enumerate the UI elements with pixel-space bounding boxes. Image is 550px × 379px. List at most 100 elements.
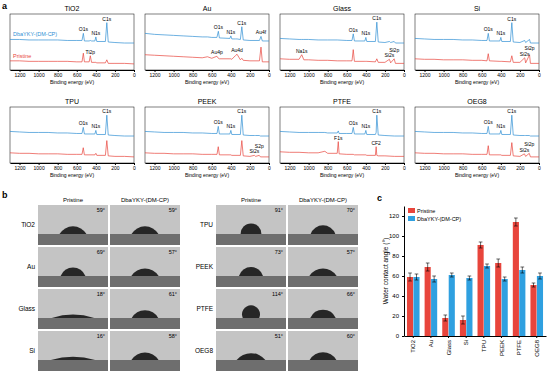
material-label: Si (29, 347, 35, 354)
tick-label: 1200 (284, 72, 295, 78)
tick-label: 400 (227, 72, 236, 78)
tick-label: 100 (389, 233, 400, 239)
spectrum-line (10, 23, 134, 43)
error-bar (520, 267, 524, 273)
tick: 60 (392, 273, 404, 279)
tick: 1000 (439, 163, 450, 171)
error-bar-cap (468, 280, 472, 281)
tick-label: 200 (111, 165, 120, 171)
tick: 120 (389, 213, 404, 219)
tick: 200 (516, 70, 525, 78)
plot-frame (145, 107, 269, 163)
tick-label: 800 (54, 72, 63, 78)
y-axis-title: Water contact angle (°) (382, 238, 390, 304)
peak-label: Si2p (524, 141, 534, 147)
x-axis-title: Binding energy (eV) (50, 79, 95, 85)
tick-label: 120 (389, 213, 400, 219)
x-axis-title: Binding energy (eV) (320, 79, 365, 85)
photo-substrate (110, 318, 180, 329)
material-label: PTFE (196, 305, 213, 312)
peak-label: N1s (496, 30, 505, 36)
tick-label: 200 (246, 165, 255, 171)
tick-label: OEG8 (534, 339, 540, 356)
droplet (311, 225, 336, 234)
peak-label: Si2s (250, 148, 260, 154)
chart-title: Au (203, 5, 212, 12)
peak-label: CF2 (371, 140, 381, 146)
tick-label: 0 (538, 72, 541, 78)
error-bar-cap (538, 279, 542, 280)
error-bar-cap (514, 218, 518, 219)
error-bar (415, 274, 419, 280)
tick: 0 (538, 163, 541, 171)
legend-swatch (408, 216, 415, 221)
tick: 200 (111, 70, 120, 78)
droplet (131, 352, 158, 360)
error-bar-cap (479, 242, 483, 243)
tick: 1200 (284, 70, 295, 78)
photo-background (288, 289, 358, 329)
angle-label: 59° (97, 207, 105, 213)
error-bar-cap (432, 276, 436, 277)
tick-mark (402, 256, 404, 257)
error-bar-stem (445, 315, 446, 321)
y-axis: 020406080100120 (389, 207, 405, 340)
photo-background (38, 289, 108, 329)
photo-background (38, 247, 108, 287)
peak-label: N1s (361, 123, 370, 129)
tick-label: 1200 (14, 165, 25, 171)
error-bar-cap (432, 282, 436, 283)
error-bar-cap (485, 264, 489, 265)
tick: 1200 (149, 70, 160, 78)
bars (407, 218, 543, 336)
tick-label: 0 (396, 333, 400, 339)
angle-label: 114° (272, 291, 283, 297)
spectrum-line (145, 115, 269, 136)
tick: 0 (133, 163, 136, 171)
tick-label: 800 (189, 72, 198, 78)
angle-label: 57° (347, 249, 355, 255)
tick: 1200 (419, 70, 430, 78)
angle-label: 57° (169, 249, 177, 255)
plot-frame (415, 14, 539, 70)
peak-label: C1s (507, 16, 516, 22)
tick-label: 0 (403, 72, 406, 78)
spectrum-panel: Si120010008006004002000Binding energy (e… (415, 5, 541, 85)
axis-line (405, 336, 547, 337)
angle-label: 73° (275, 249, 283, 255)
peak-label: C1s (237, 108, 246, 114)
lines (145, 27, 269, 62)
photo-substrate (288, 318, 358, 329)
lines (415, 23, 539, 64)
peak-label: O1s (214, 24, 224, 30)
tick: 400 (92, 163, 101, 171)
peak-label: C1s (372, 108, 381, 114)
peak-label: N1s (361, 30, 370, 36)
tick-label: 800 (54, 165, 63, 171)
spectrum-line (145, 27, 269, 41)
photo-background (216, 289, 286, 329)
tick-mark (430, 336, 431, 338)
tick-label: 80 (392, 253, 399, 259)
tick-label: 1000 (34, 165, 45, 171)
tick-label: TPU (481, 340, 487, 352)
peak-label: Si2p (525, 45, 535, 51)
contact-angle-images: PristineDbaYKY-(DM-CP)PristineDbaYKY-(DM… (18, 197, 358, 371)
tick: 1000 (304, 70, 315, 78)
x-axis: 120010008006004002000 (416, 163, 542, 171)
bar (537, 276, 543, 336)
x-axis: 120010008006004002000 (146, 70, 272, 78)
x-axis: 120010008006004002000 (281, 163, 407, 171)
error-bar-cap (538, 273, 542, 274)
plot-frame (10, 107, 134, 163)
tick: 800 (189, 70, 198, 78)
tick: 600 (343, 70, 352, 78)
spectrum-line (415, 115, 539, 136)
plot-frame (280, 107, 404, 163)
peak-label: N1s (226, 29, 235, 35)
peak-label: Si2s (520, 51, 530, 57)
tick: 800 (324, 70, 333, 78)
peak-label: S2p (255, 143, 264, 149)
tick: 600 (73, 163, 82, 171)
axis-line (404, 207, 405, 337)
